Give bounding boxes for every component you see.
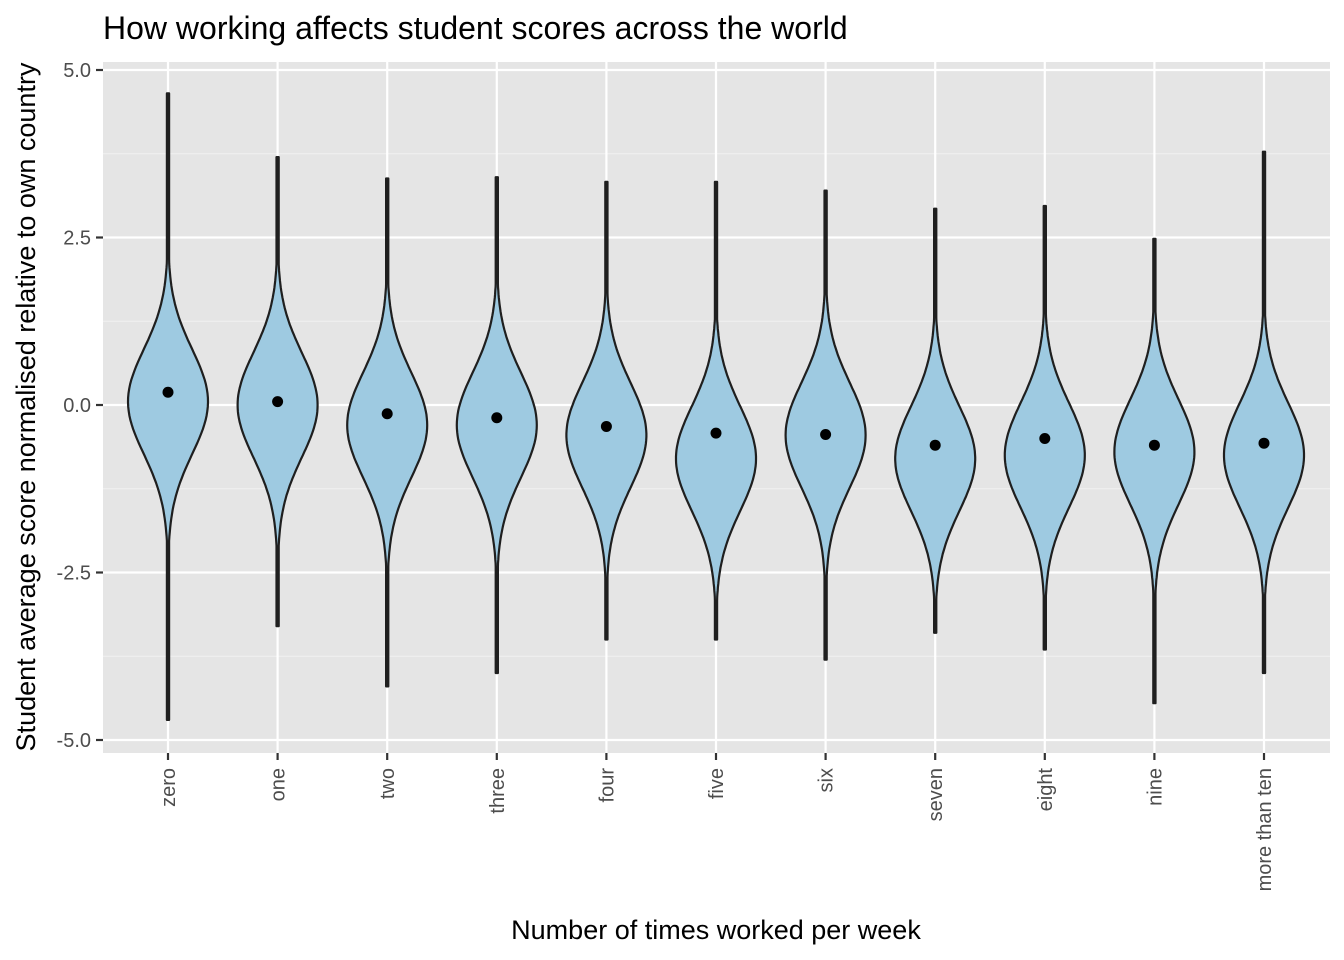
violin-four xyxy=(565,180,648,641)
violin-seven xyxy=(894,207,977,634)
x-tick-label: seven xyxy=(925,768,947,821)
violin-nine xyxy=(1113,237,1196,705)
mean-point xyxy=(1039,433,1051,444)
x-tick-label: one xyxy=(268,768,290,801)
mean-points xyxy=(162,386,1270,451)
y-tick-label: 0.0 xyxy=(63,395,91,417)
x-tick-label: two xyxy=(377,768,399,799)
x-tick-label: three xyxy=(487,768,509,814)
x-tick-label: zero xyxy=(158,768,180,807)
violin-six xyxy=(784,189,867,661)
mean-point xyxy=(272,396,284,408)
y-tick-label: -5.0 xyxy=(57,730,91,752)
violin-more-than-ten xyxy=(1222,150,1306,675)
y-tick-label: 2.5 xyxy=(63,228,91,250)
mean-point xyxy=(491,412,503,424)
mean-point xyxy=(1148,439,1160,451)
y-tick-label: 5.0 xyxy=(63,60,91,82)
chart-title: How working affects student scores acros… xyxy=(103,10,848,46)
violin-zero xyxy=(126,92,210,721)
x-tick-label: eight xyxy=(1035,768,1057,812)
violin-three xyxy=(455,176,538,675)
mean-point xyxy=(929,439,941,451)
mean-point xyxy=(381,408,393,420)
x-axis: zero one two three four five six seven eight nine… xyxy=(158,753,1276,891)
violin-eight xyxy=(1003,204,1086,651)
x-tick-label: five xyxy=(706,768,728,799)
mean-point xyxy=(710,427,722,439)
violin-series xyxy=(126,92,1306,721)
x-tick-label: nine xyxy=(1144,768,1166,806)
y-axis-title: Student average score normalised relativ… xyxy=(11,62,41,751)
y-axis: 5.0 2.5 0.0 -2.5 -5.0 xyxy=(57,60,103,752)
y-tick-label: -2.5 xyxy=(57,563,91,585)
violin-two xyxy=(346,177,429,688)
violin-one xyxy=(236,156,319,628)
mean-point xyxy=(1258,437,1270,449)
mean-point xyxy=(600,420,612,432)
violin-five xyxy=(674,180,758,641)
x-tick-label: four xyxy=(596,768,618,803)
mean-point xyxy=(820,428,832,440)
mean-point xyxy=(162,386,174,398)
x-tick-label: six xyxy=(816,768,838,792)
x-axis-title: Number of times worked per week xyxy=(511,915,921,945)
x-tick-label: more than ten xyxy=(1254,768,1276,891)
